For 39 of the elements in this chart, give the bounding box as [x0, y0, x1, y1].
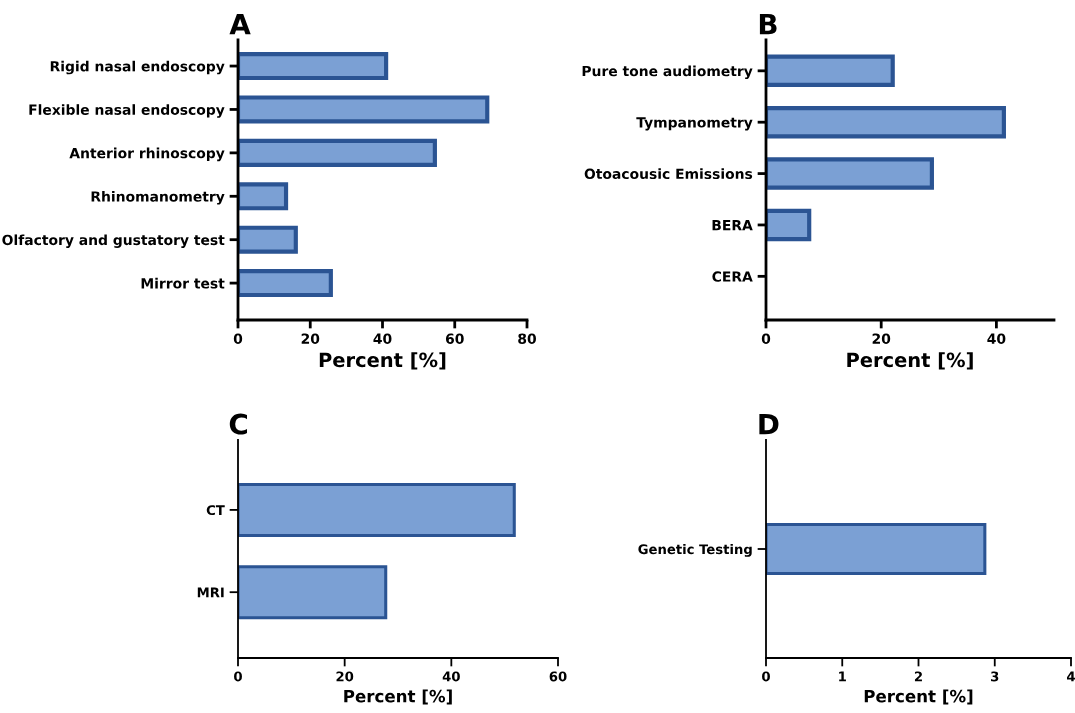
x-tick-label: 4	[1067, 671, 1075, 682]
y-tick-label: Mirror test	[141, 277, 225, 289]
x-axis-title: Percent [%]	[319, 352, 446, 370]
x-tick-label: 40	[373, 333, 392, 344]
x-tick-label: 2	[914, 671, 922, 682]
y-tick-label: CERA	[712, 271, 753, 282]
x-tick-label: 60	[549, 671, 567, 682]
y-tick-label: Pure tone audiometry	[582, 65, 753, 80]
y-tick-label: Anterior rhinoscopy	[69, 147, 225, 162]
x-axis-title: Percent [%]	[344, 689, 452, 705]
x-tick-label: 0	[761, 333, 771, 344]
chart-title: C	[229, 413, 248, 435]
x-tick-label: 1	[839, 671, 846, 682]
y-tick-label: Rhinomanometry	[91, 191, 225, 205]
y-tick-label: Olfactory and gustatory test	[2, 234, 225, 248]
x-tick-label: 20	[336, 671, 354, 682]
y-tick-label: CT	[206, 505, 225, 516]
x-axis-title: Percent [%]	[847, 352, 973, 370]
x-tick-label: 20	[301, 333, 320, 344]
y-tick-label: Genetic Testing	[638, 543, 752, 557]
x-tick-label: 80	[518, 333, 536, 344]
x-tick-label: 40	[442, 671, 460, 682]
chart-title: A	[229, 13, 251, 35]
chart-title: D	[759, 413, 779, 435]
x-tick-label: 0	[233, 333, 243, 344]
x-tick-label: 0	[234, 671, 242, 682]
x-tick-label: 40	[987, 333, 1006, 344]
y-tick-label: Tympanometry	[636, 117, 753, 131]
y-tick-label: MRI	[197, 587, 224, 598]
x-tick-label: 20	[872, 333, 891, 344]
chart-title: B	[759, 13, 777, 35]
y-tick-label: Flexible nasal endoscopy	[29, 104, 225, 118]
y-tick-label: Otoacousic Emissions	[584, 168, 753, 180]
x-axis-title: Percent [%]	[864, 689, 973, 705]
x-tick-label: 60	[445, 333, 464, 344]
y-tick-label: BERA	[712, 220, 753, 231]
x-tick-label: 0	[762, 671, 770, 682]
y-tick-label: Rigid nasal endoscopy	[50, 60, 225, 75]
x-tick-label: 3	[991, 671, 999, 682]
